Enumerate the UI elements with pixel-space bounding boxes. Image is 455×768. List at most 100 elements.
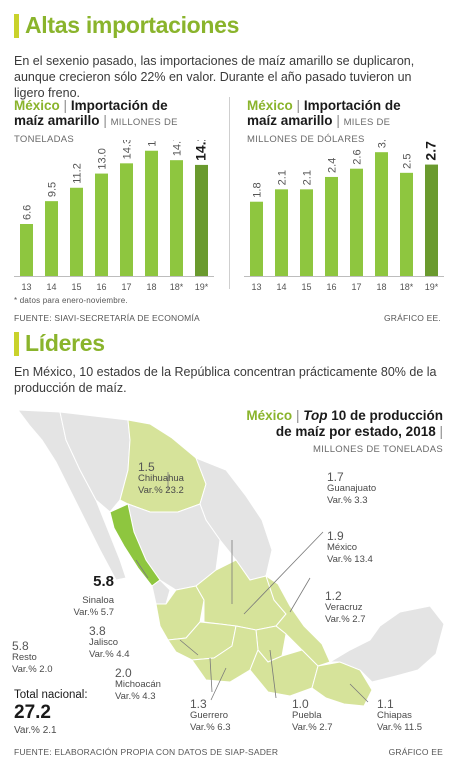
state-var: Var.% 3.3 <box>327 495 368 506</box>
state-name: Veracruz <box>325 602 363 613</box>
intro-paragraph-imports: En el sexenio pasado, las importaciones … <box>14 54 415 100</box>
chart2-tick-label-5: 18 <box>376 282 386 292</box>
state-var: Var.% 4.3 <box>115 691 156 702</box>
chart1-tick-label-0: 13 <box>21 282 31 292</box>
chart2-separator-2: | <box>336 113 344 128</box>
chart1-bar-5 <box>145 150 158 276</box>
chart1-bar-4 <box>120 163 133 276</box>
chart1-unit-line2: TONELADAS <box>14 134 75 145</box>
state-value: 1.5 <box>138 460 155 474</box>
chart1-unit-line1: MILLONES DE <box>110 117 178 128</box>
chart1-value-label-3: 13.0 <box>97 148 109 169</box>
chart1-value-label-5: 15.9 <box>147 140 159 147</box>
chart1-tick-label-1: 14 <box>46 282 56 292</box>
resto-name: Resto <box>12 652 37 663</box>
chart2-bar-6 <box>400 172 413 276</box>
state-name: Chiapas <box>377 710 412 721</box>
section-title-text: Altas importaciones <box>25 12 240 38</box>
chart1-value-label-7: 14.1 <box>193 140 209 161</box>
map-guerrero <box>191 625 259 683</box>
state-var: Var.% 23.2 <box>138 485 184 496</box>
chart2-value-label-2: 2.1 <box>302 170 314 185</box>
map-separator-2: | <box>439 424 443 439</box>
chart2-tick-label-6: 18* <box>400 282 414 292</box>
state-var: Var.% 5.7 <box>73 607 115 618</box>
chart1-bar-0 <box>20 224 33 276</box>
chart1-bar-2 <box>70 187 83 276</box>
map-country: México <box>246 408 293 423</box>
chart2-bar-5 <box>375 152 388 276</box>
state-name: México <box>327 542 358 553</box>
chart2-unit-line2: MILLONES DE DÓLARES <box>247 134 365 145</box>
map-title-emphasis: Top <box>303 408 328 423</box>
state-label-sinaloa: 5.8 <box>84 573 114 590</box>
chart2-value-label-1: 2.1 <box>277 170 289 185</box>
chart2-tick-label-2: 15 <box>301 282 311 292</box>
chart2-value-label-0: 1.8 <box>252 182 264 197</box>
state-var: Var.% 2.7 <box>292 722 333 733</box>
chart2-value-label-6: 2.5 <box>402 154 414 169</box>
state-label-jalisco: 3.8 Jalisco Var.% 4.4 <box>89 625 130 661</box>
total-value: 27.2 <box>14 702 51 723</box>
resto-var: Var.% 2.0 <box>12 664 53 675</box>
section-title-text: Líderes <box>25 330 105 356</box>
source-leaders: FUENTE: ELABORACIÓN PROPIA CON DATOS DE … <box>14 747 279 757</box>
map-title-line2: de maíz por estado, 2018 <box>275 424 436 439</box>
resto-value: 5.8 <box>12 639 29 653</box>
map-nayarit <box>151 579 171 605</box>
chart1-tick-label-2: 15 <box>71 282 81 292</box>
chart2-title-line1: Importación de <box>303 98 401 113</box>
state-value: 1.9 <box>327 529 344 543</box>
state-name: Guanajuato <box>327 483 377 494</box>
state-label-chiapas: 1.1 Chiapas Var.% 11.5 <box>377 698 422 734</box>
state-value: 5.8 <box>93 573 114 590</box>
map-header: México | Top 10 de producción de maíz po… <box>246 408 443 458</box>
chart2-bar-0 <box>250 201 263 276</box>
title-accent-bar <box>14 331 19 356</box>
state-var: Var.% 11.5 <box>377 722 423 733</box>
state-value: 3.8 <box>89 624 106 638</box>
map-leader-lines <box>135 472 369 703</box>
state-value: 1.3 <box>190 697 207 711</box>
state-label-guanajuato: 1.7 Guanajuato Var.% 3.3 <box>327 471 376 507</box>
chart1-separator-2: | <box>103 113 111 128</box>
chart2-country: México <box>247 98 293 113</box>
map-separator: | <box>295 408 304 423</box>
chart1-value-label-1: 9.5 <box>47 182 59 197</box>
state-label-resto: 5.8 Resto Var.% 2.0 <box>12 640 53 676</box>
chart2-bar-3 <box>325 176 338 276</box>
chart1-tick-label-3: 16 <box>96 282 106 292</box>
state-name: Jalisco <box>89 637 119 648</box>
chart2-imports-dollars: 1.8 13 2.1 14 2.1 15 2.4 16 2.6 17 3.0 18 2.5 18* 2.7 1… <box>244 140 444 292</box>
state-name: Chihuahua <box>138 473 184 484</box>
chart2-bar-4 <box>350 168 363 276</box>
chart2-bar-7 <box>425 164 438 276</box>
chart1-bar-7 <box>195 164 208 276</box>
chart2-value-label-5: 3.0 <box>377 140 389 148</box>
state-value: 1.2 <box>325 589 342 603</box>
state-label-veracruz: 1.2 Veracruz Var.% 2.7 <box>325 590 366 626</box>
chart2-tick-label-3: 16 <box>326 282 336 292</box>
state-label-sinaloa-detail: Sinaloa Var.% 5.7 <box>64 595 115 619</box>
chart1-country: México <box>14 98 60 113</box>
map-title-line1: 10 de producción <box>331 408 443 423</box>
title-accent-bar <box>14 13 19 38</box>
chart1-value-label-2: 11.2 <box>72 163 84 184</box>
chart1-value-label-6: 14.7 <box>172 140 184 156</box>
chart-divider <box>229 97 230 289</box>
chart2-tick-label-7: 19* <box>425 282 439 292</box>
map-unit: MILLONES DE TONELADAS <box>312 444 443 455</box>
chart2-header: México | Importación de maíz amarillo | … <box>247 98 447 147</box>
national-total: Total nacional: 27.2 Var.% 2.1 <box>14 688 88 738</box>
chart1-value-label-0: 6.6 <box>22 205 34 220</box>
state-name: Sinaloa <box>82 595 114 606</box>
state-var: Var.% 4.4 <box>89 649 130 660</box>
footnote: * datos para enero-noviembre. <box>14 296 128 305</box>
section-title-imports: Altas importaciones <box>14 12 239 39</box>
state-label-puebla: 1.0 Puebla Var.% 2.7 <box>292 698 333 734</box>
state-label-mexico: 1.9 México Var.% 13.4 <box>327 530 373 566</box>
chart1-separator: | <box>63 98 71 113</box>
total-label: Total nacional: <box>14 689 88 701</box>
chart1-tick-label-7: 19* <box>195 282 209 292</box>
state-var: Var.% 13.4 <box>327 554 373 565</box>
